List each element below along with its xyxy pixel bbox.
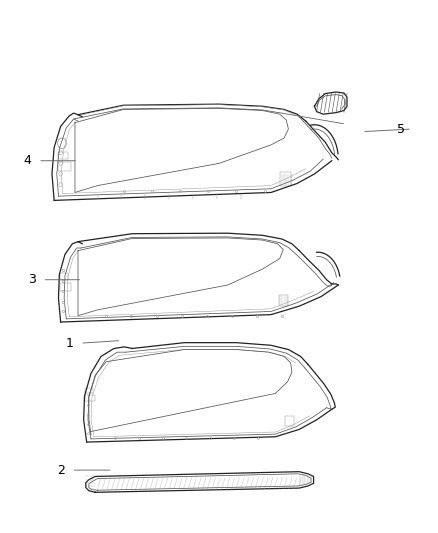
Bar <box>59 152 68 159</box>
Text: 5: 5 <box>397 123 405 135</box>
Bar <box>85 395 95 401</box>
Text: 1: 1 <box>65 337 73 350</box>
Text: 4: 4 <box>23 154 31 167</box>
Bar <box>60 273 68 280</box>
Bar <box>285 416 293 426</box>
Text: 3: 3 <box>28 273 35 286</box>
Text: 2: 2 <box>57 464 64 477</box>
Bar <box>279 295 288 306</box>
Bar <box>59 162 71 171</box>
Bar <box>60 283 71 292</box>
Bar <box>280 172 290 185</box>
Bar <box>85 388 93 393</box>
